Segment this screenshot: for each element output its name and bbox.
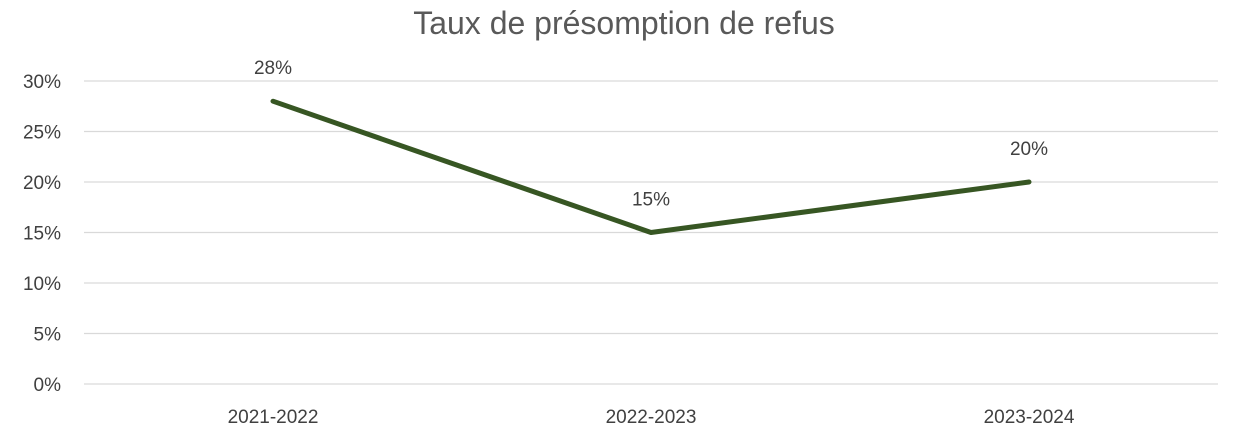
y-tick-label: 5% <box>34 325 62 346</box>
y-tick-label: 10% <box>23 274 61 295</box>
y-tick-label: 20% <box>23 173 61 194</box>
data-label: 15% <box>632 190 670 211</box>
x-axis-tick-labels: 2021-2022 2022-2023 2023-2024 <box>228 407 1075 428</box>
chart-title: Taux de présomption de refus <box>413 5 835 41</box>
data-label: 20% <box>1010 139 1048 160</box>
series-layer <box>270 98 1032 235</box>
x-tick-label: 2022-2023 <box>606 407 697 428</box>
data-label: 28% <box>254 58 292 79</box>
series-line <box>270 98 1032 235</box>
y-axis-tick-labels: 0% 5% 10% 15% 20% 25% 30% <box>23 72 61 396</box>
data-labels: 28% 15% 20% <box>254 58 1048 210</box>
x-tick-label: 2023-2024 <box>984 407 1075 428</box>
y-tick-label: 0% <box>34 375 62 396</box>
x-tick-label: 2021-2022 <box>228 407 319 428</box>
gridlines <box>84 80 1218 385</box>
y-tick-label: 30% <box>23 72 61 93</box>
y-tick-label: 25% <box>23 123 61 144</box>
y-tick-label: 15% <box>23 224 61 245</box>
